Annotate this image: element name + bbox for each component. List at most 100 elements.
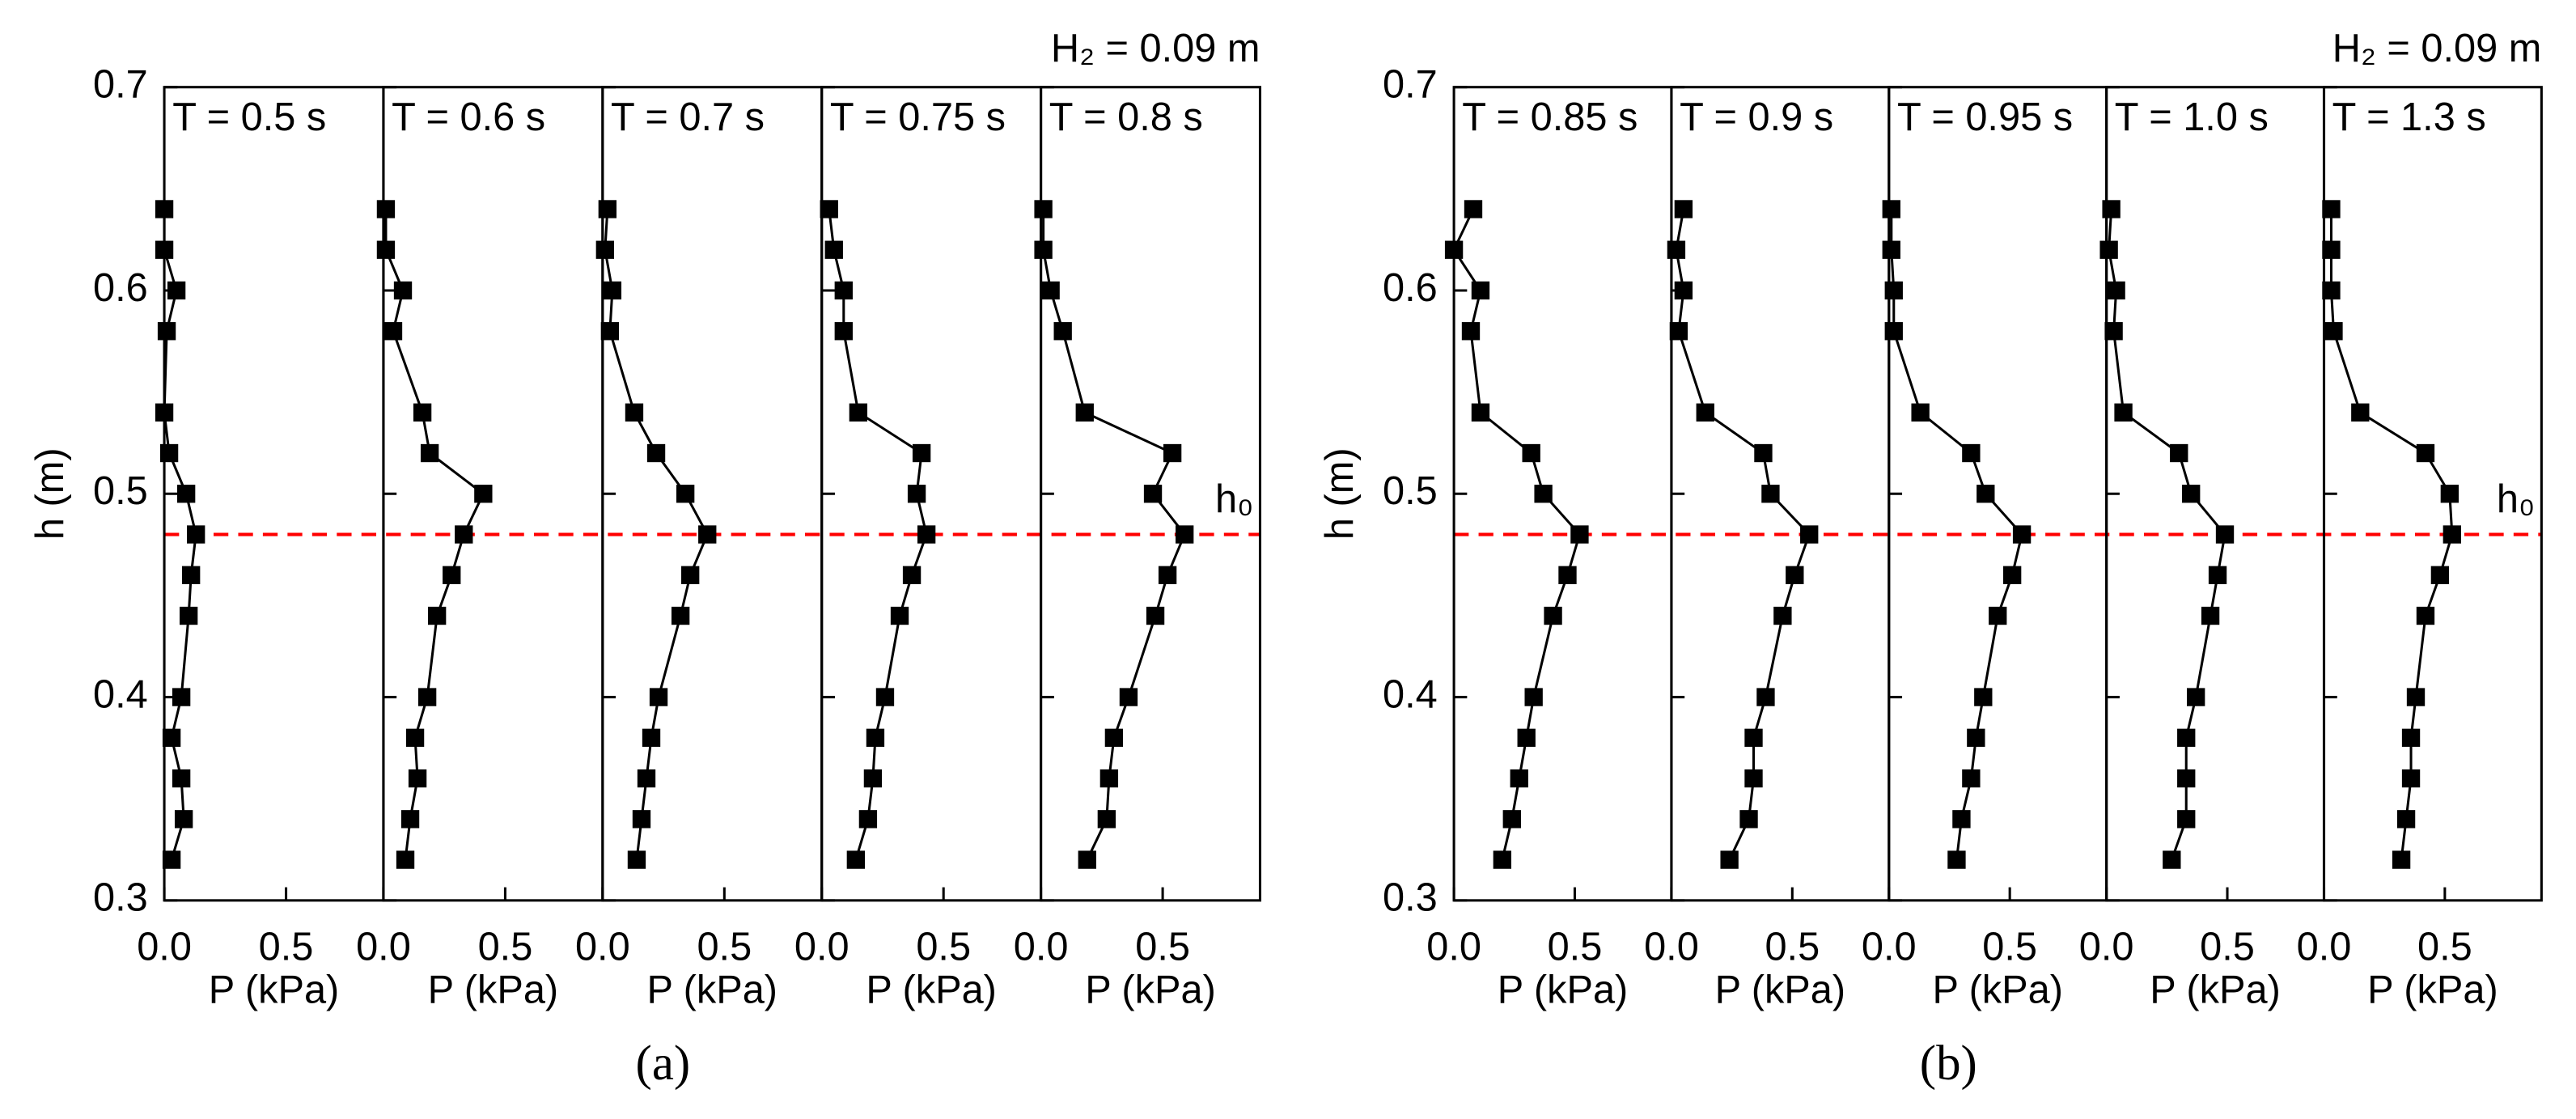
data-point: [603, 281, 622, 300]
x-tick-label: 0.0: [575, 926, 630, 969]
x-tick-label: 0.0: [137, 926, 192, 969]
y-tick-label: 0.6: [93, 266, 148, 310]
data-point: [162, 728, 181, 747]
data-point: [1761, 485, 1780, 503]
data-point: [2170, 443, 2188, 463]
data-point: [858, 810, 878, 829]
data-point: [1493, 850, 1512, 869]
data-point: [1034, 200, 1053, 218]
panel-title: T = 1.3 s: [2332, 95, 2486, 139]
x-tick-label: 0.5: [259, 926, 314, 969]
panel-title: T = 0.8 s: [1049, 95, 1203, 139]
data-point: [649, 688, 668, 706]
y-tick-label: 0.5: [93, 469, 148, 513]
data-point: [2322, 281, 2341, 300]
data-point: [2102, 200, 2121, 218]
x-tick-label: 0.5: [478, 926, 533, 969]
data-point: [2396, 810, 2416, 829]
data-point: [834, 322, 853, 341]
panel-title: T = 0.75 s: [830, 95, 1006, 139]
y-tick-label: 0.6: [1383, 266, 1438, 310]
data-point: [1756, 688, 1775, 706]
data-point: [1444, 240, 1464, 259]
x-axis-label: P (kPa): [1085, 968, 1216, 1011]
data-point: [1099, 769, 1119, 788]
data-point: [1962, 443, 1981, 463]
data-point: [598, 200, 617, 218]
data-point: [1176, 525, 1194, 544]
data-point: [1974, 688, 1993, 706]
data-point: [917, 525, 936, 544]
subfigure-label: (a): [636, 1036, 691, 1091]
x-axis-label: P (kPa): [1715, 968, 1846, 1011]
data-point: [1674, 200, 1693, 218]
x-tick-label: 0.5: [1765, 926, 1820, 969]
x-axis-label: P (kPa): [1932, 968, 2063, 1011]
data-point: [676, 485, 695, 503]
y-tick-label: 0.3: [93, 876, 148, 920]
y-tick-label: 0.3: [1383, 876, 1438, 920]
data-point: [637, 769, 656, 788]
data-point: [2163, 850, 2181, 869]
x-tick-label: 0.0: [1644, 926, 1699, 969]
panel-frame: [1888, 86, 2108, 902]
x-tick-label: 0.0: [1014, 926, 1069, 969]
data-point: [2182, 485, 2201, 503]
data-point: [405, 728, 425, 747]
x-tick-label: 0.0: [356, 926, 411, 969]
data-point: [474, 485, 493, 503]
data-point: [2443, 525, 2461, 544]
x-tick-label: 0.5: [697, 926, 752, 969]
data-point: [1720, 850, 1739, 869]
data-point: [2351, 403, 2370, 422]
data-point: [376, 240, 396, 259]
data-point: [1882, 240, 1900, 259]
data-point: [671, 606, 690, 625]
data-point: [383, 322, 403, 341]
data-point: [2177, 810, 2196, 829]
data-point: [1522, 443, 1540, 463]
x-axis-label: P (kPa): [2150, 968, 2281, 1011]
data-point: [159, 443, 179, 463]
data-point: [1884, 281, 1903, 300]
data-point: [1075, 403, 1094, 422]
data-point: [627, 850, 646, 869]
annotation: H₂ = 0.09 m: [1051, 27, 1260, 70]
subfigure-label: (b): [1920, 1036, 1977, 1091]
data-point: [1947, 850, 1966, 869]
data-point: [1744, 769, 1763, 788]
data-point: [2104, 322, 2123, 341]
y-tick-label: 0.4: [93, 672, 148, 716]
y-tick-label: 0.7: [93, 63, 148, 107]
data-point: [417, 688, 437, 706]
y-axis-label: h (m): [1318, 447, 1362, 540]
data-point: [2201, 606, 2220, 625]
x-tick-label: 0.5: [1135, 926, 1190, 969]
x-tick-label: 0.5: [2417, 926, 2472, 969]
data-point: [1464, 200, 1483, 218]
data-point: [2416, 606, 2435, 625]
data-point: [2002, 566, 2022, 584]
x-axis-label: P (kPa): [428, 968, 559, 1011]
data-point: [1146, 606, 1165, 625]
data-point: [1119, 688, 1138, 706]
data-point: [1976, 485, 1995, 503]
data-point: [1754, 443, 1773, 463]
y-axis-label: h (m): [28, 447, 72, 540]
data-point: [625, 403, 644, 422]
data-point: [2322, 240, 2341, 259]
data-point: [2406, 688, 2426, 706]
y-tick-label: 0.5: [1383, 469, 1438, 513]
data-point: [849, 403, 868, 422]
x-axis-label: P (kPa): [1498, 968, 1629, 1011]
data-point: [2099, 240, 2118, 259]
data-point: [157, 322, 176, 341]
data-point: [155, 403, 174, 422]
x-tick-label: 0.0: [2297, 926, 2352, 969]
data-point: [174, 810, 193, 829]
data-point: [2208, 566, 2227, 584]
x-tick-label: 0.5: [1982, 926, 2037, 969]
data-point: [1163, 443, 1182, 463]
x-tick-label: 0.0: [794, 926, 849, 969]
data-point: [1471, 281, 1490, 300]
